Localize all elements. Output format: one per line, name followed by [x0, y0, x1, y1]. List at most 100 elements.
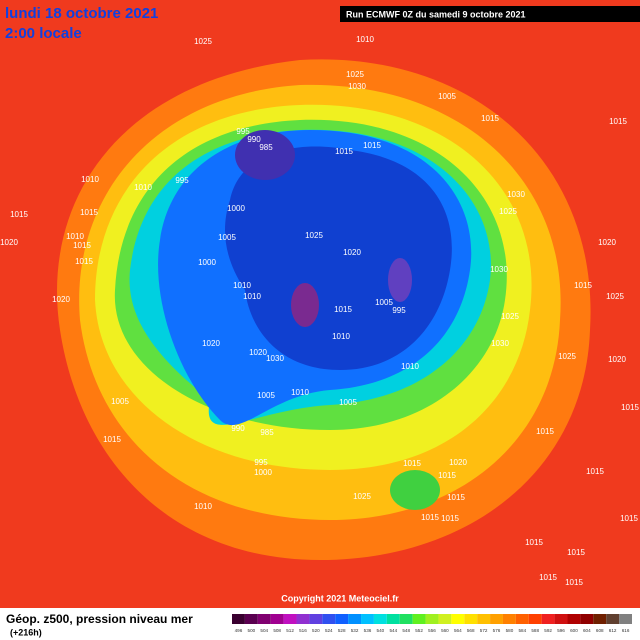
isobar-label: 1015: [335, 147, 353, 156]
colorbar-swatch: [425, 614, 439, 624]
isobar-label: 1025: [346, 70, 364, 79]
colorbar-swatch: [335, 614, 349, 624]
isobar-label: 1025: [305, 231, 323, 240]
isobar-label: 1015: [586, 467, 604, 476]
isobar-label: 1015: [539, 573, 557, 582]
isobar-label: 1020: [249, 348, 267, 357]
colorbar-label: 552: [415, 628, 423, 633]
colorbar-label: 532: [351, 628, 359, 633]
colorbar-swatch: [399, 614, 413, 624]
colorbar-label: 548: [402, 628, 410, 633]
isobar-label: 1030: [266, 354, 284, 363]
isobar-label: 995: [392, 306, 406, 315]
isobar-label: 1020: [202, 339, 220, 348]
colorbar-label: 500: [248, 628, 256, 633]
colorbar-label: 616: [622, 628, 630, 633]
isobar-label: 1005: [438, 92, 456, 101]
isobar-label: 1000: [198, 258, 216, 267]
isobar-label: 1010: [233, 281, 251, 290]
isobar-label: 1030: [491, 339, 509, 348]
isobar-label: 990: [231, 424, 245, 433]
colorbar-label: 568: [467, 628, 475, 633]
colorbar-label: 588: [531, 628, 539, 633]
isobar-label: 1020: [598, 238, 616, 247]
isobar-label: 1015: [403, 459, 421, 468]
colorbar-swatch: [541, 614, 555, 624]
isobar-label: 1015: [620, 514, 638, 523]
isobar-label: 995: [236, 127, 250, 136]
isobar-label: 1010: [81, 175, 99, 184]
colorbar-swatch: [244, 614, 258, 624]
colorbar-swatch: [464, 614, 478, 624]
isobar-label: 1015: [525, 538, 543, 547]
colorbar-label: 540: [377, 628, 385, 633]
isobar-label: 1000: [227, 204, 245, 213]
isobar-label: 1015: [536, 427, 554, 436]
isobar-label: 1005: [257, 391, 275, 400]
colorbar-label: 564: [454, 628, 462, 633]
colorbar: 496 500 504 508 512 516 520 524 528 532 536 540 544 5…: [232, 614, 632, 633]
colorbar-label: 584: [518, 628, 526, 633]
isobar-label: 1015: [481, 114, 499, 123]
colorbar-label: 576: [493, 628, 501, 633]
isobar-label: 1015: [334, 305, 352, 314]
isobar-label: 1025: [558, 352, 576, 361]
isobar-label: 1030: [507, 190, 525, 199]
colorbar-swatch: [386, 614, 400, 624]
isobar-label: 1000: [254, 468, 272, 477]
isobar-label: 995: [175, 176, 189, 185]
colorbar-swatch: [619, 614, 632, 624]
colorbar-swatch: [528, 614, 542, 624]
isobar-label: 1010: [401, 362, 419, 371]
colorbar-swatch: [490, 614, 503, 624]
colorbar-swatch: [438, 614, 452, 624]
colorbar-label: 604: [583, 628, 591, 633]
colorbar-swatch: [606, 614, 620, 624]
colorbar-label: 520: [312, 628, 320, 633]
colorbar-label: 508: [273, 628, 281, 633]
isobar-label: 1015: [567, 548, 585, 557]
colorbar-label: 516: [299, 628, 307, 633]
colorbar-swatch: [502, 614, 516, 624]
isobar-label: 990: [247, 135, 261, 144]
isobar-label: 1015: [447, 493, 465, 502]
colorbar-swatch: [412, 614, 426, 624]
footer-lead: (+216h): [10, 627, 42, 637]
isobar-label: 1025: [606, 292, 624, 301]
date-title: lundi 18 octobre 2021: [5, 5, 158, 22]
colorbar-swatch: [283, 614, 297, 624]
isobar-label: 1015: [80, 208, 98, 217]
isobar-label: 1020: [449, 458, 467, 467]
isobar-label: 985: [260, 428, 274, 437]
isobar-label: 1025: [194, 37, 212, 46]
colorbar-label: 536: [364, 628, 372, 633]
colorbar-label: 512: [286, 628, 294, 633]
isobar-label: 1020: [52, 295, 70, 304]
colorbar-swatch: [477, 614, 491, 624]
footer-title: Géop. z500, pression niveau mer: [6, 612, 193, 626]
isobar-label: 995: [254, 458, 268, 467]
isobar-label: 1020: [343, 248, 361, 257]
run-info: Run ECMWF 0Z du samedi 9 octobre 2021: [346, 9, 526, 19]
isobar-label: 1015: [609, 117, 627, 126]
run-box: [340, 6, 640, 22]
colorbar-label: 600: [570, 628, 578, 633]
isobar-label: 1010: [66, 232, 84, 241]
colorbar-swatch: [322, 614, 336, 624]
isobar-label: 1015: [621, 403, 639, 412]
isobar-label: 1005: [218, 233, 236, 242]
isobar-label: 1010: [356, 35, 374, 44]
isobar-label: 1005: [375, 298, 393, 307]
colorbar-swatch: [567, 614, 581, 624]
isobar-label: 1015: [73, 241, 91, 250]
colorbar-swatch: [348, 614, 362, 624]
isobar-label: 985: [259, 143, 273, 152]
colorbar-label: 592: [544, 628, 552, 633]
colorbar-label: 596: [557, 628, 565, 633]
map-field: [0, 0, 640, 608]
isobar-label: 1020: [608, 355, 626, 364]
colorbar-label: 556: [428, 628, 436, 633]
colorbar-swatch: [554, 614, 568, 624]
